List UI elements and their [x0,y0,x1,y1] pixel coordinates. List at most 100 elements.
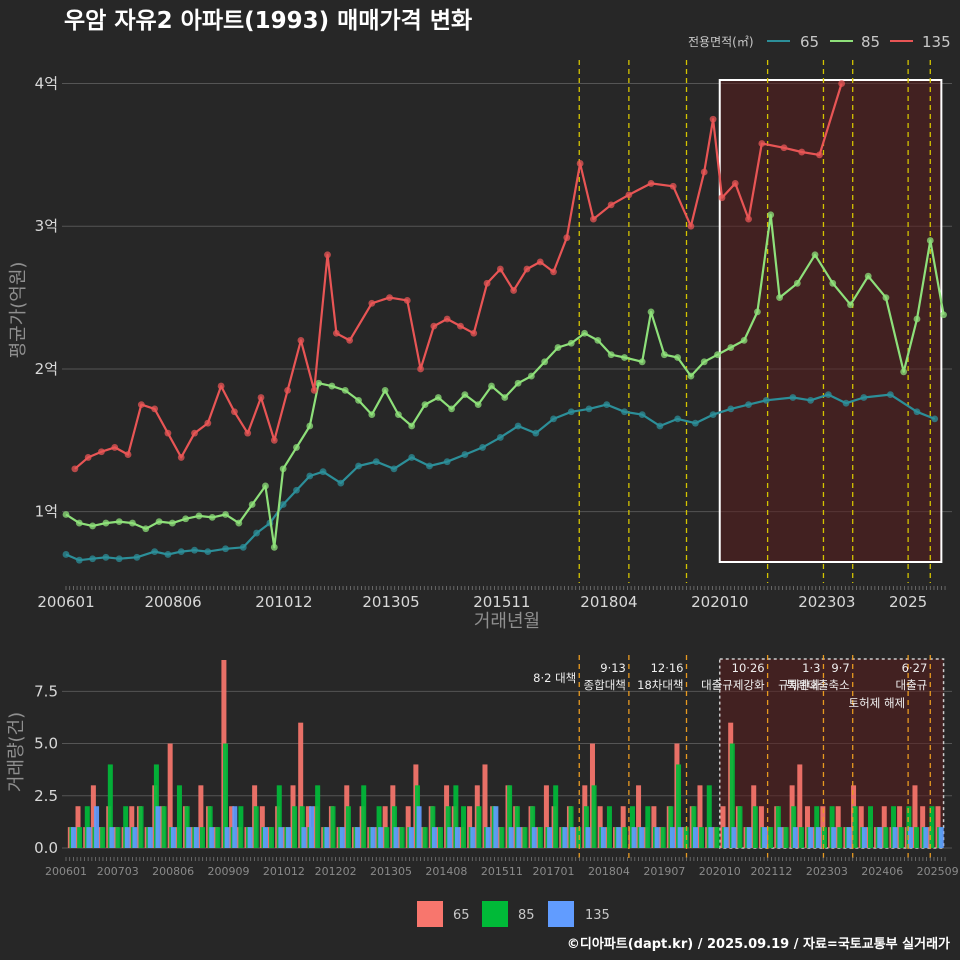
volume-bar-85 [660,827,666,848]
volume-bar-65 [697,785,703,848]
series-point-85 [882,294,890,301]
volume-bar-135 [808,827,814,848]
series-point-65 [75,556,83,564]
series-line-135 [74,83,843,470]
volume-bar-135 [616,827,622,848]
series-point-85 [687,372,695,380]
recent-highlight-region [718,79,943,563]
series-point-85 [829,279,837,287]
volume-x-ticks: 200601 200703 200806 200909 201012 201202 2013… [45,857,959,878]
series-point-135 [324,251,331,259]
volume-bar-85 [645,806,651,848]
volume-x-tick-label: 202010 [699,865,741,878]
volume-bar-85 [215,827,221,848]
series-point-65 [762,396,770,404]
series-point-65 [177,548,185,556]
series-point-85 [62,511,70,518]
series-point-85 [488,382,495,390]
series-point-65 [293,486,300,494]
volume-bar-85 [699,827,705,848]
series-point-85 [434,394,442,401]
volume-bar-65 [167,743,173,848]
volume-bar-85 [783,827,789,848]
policy-annotation-text: 대출규제강화 [701,678,765,692]
volume-bar-85 [107,764,113,848]
volume-bar-65 [543,785,549,848]
volume-bar-135 [370,827,376,848]
x-axis-title: 거래년월 [474,611,540,632]
series-point-65 [115,555,123,563]
volume-bar-135 [193,827,199,848]
volume-bar-65 [482,764,488,848]
volume-bar-85 [883,827,889,848]
volume-bar-135 [324,827,330,848]
volume-bar-85 [476,806,482,848]
volume-bar-135 [792,827,798,848]
price-x-tick-label: 201305 [362,593,419,611]
series-point-65 [408,454,416,461]
volume-bar-65 [298,722,304,848]
series-point-65 [204,548,212,556]
volume-x-tick-label: 201701 [533,865,575,878]
series-point-65 [860,394,868,401]
volume-bar-85 [115,827,121,848]
volume-bar-85 [77,827,83,848]
series-point-135 [403,297,411,304]
series-point-65 [479,444,487,451]
volume-bar-135 [877,827,883,848]
policy-annotation-text: 12·16 [651,661,684,675]
volume-x-tick-label: 201202 [315,865,357,878]
area-legend: 전용면적(㎡) 65 85 135 [688,33,951,51]
volume-bar-85 [798,827,804,848]
series-point-135 [368,299,376,307]
series-point-135 [625,191,633,199]
volume-bar-135 [777,827,783,848]
series-point-85 [155,518,163,526]
volume-bar-65 [90,785,96,848]
volume-bar-135 [393,827,399,848]
series-point-65 [164,551,172,558]
series-point-85 [421,401,429,409]
volume-bar-85 [622,827,628,848]
volume-bar-135 [585,827,591,848]
volume-bar-65 [198,785,204,848]
series-point-135 [297,337,305,344]
price-x-tick-label: 202303 [798,593,855,611]
volume-bar-135 [570,827,576,848]
series-point-135 [386,294,393,301]
series-point-85 [195,512,203,520]
volume-bar-135 [846,827,852,848]
volume-legend: 65 85 135 [417,901,610,927]
volume-bar-135 [224,827,230,848]
series-point-85 [527,372,535,380]
volume-bar-135 [470,827,476,848]
volume-bar-85 [361,785,367,848]
price-x-tick-label: 2025 [889,593,927,611]
series-point-135 [576,160,584,167]
series-point-65 [222,545,229,553]
series-point-65 [337,479,345,487]
volume-x-tick-label: 201305 [370,865,412,878]
footer-credit: ©디아파트(dapt.kr) / 2025.09.19 / 자료=국토교통부 실… [567,936,950,952]
volume-bar-135 [639,827,645,848]
series-point-135 [430,322,438,330]
volume-bar-135 [516,827,522,848]
series-point-85 [262,482,269,490]
series-point-85 [674,354,682,361]
series-point-135 [98,448,105,456]
policy-annotation-text: 9·13 [600,661,626,675]
volume-bar-85 [752,806,758,848]
volume-bar-85 [238,806,244,848]
volume-bar-135 [124,827,130,848]
volume-bar-135 [731,827,737,848]
volume-bar-135 [301,827,307,848]
volume-bar-85 [852,806,858,848]
volume-bar-135 [378,827,384,848]
series-point-65 [102,553,110,561]
price-x-tick-label: 200806 [144,593,201,611]
volume-bar-85 [223,743,229,848]
series-point-85 [355,396,362,404]
price-y-tick-label: 3억 [35,217,58,235]
series-point-65 [585,405,593,413]
